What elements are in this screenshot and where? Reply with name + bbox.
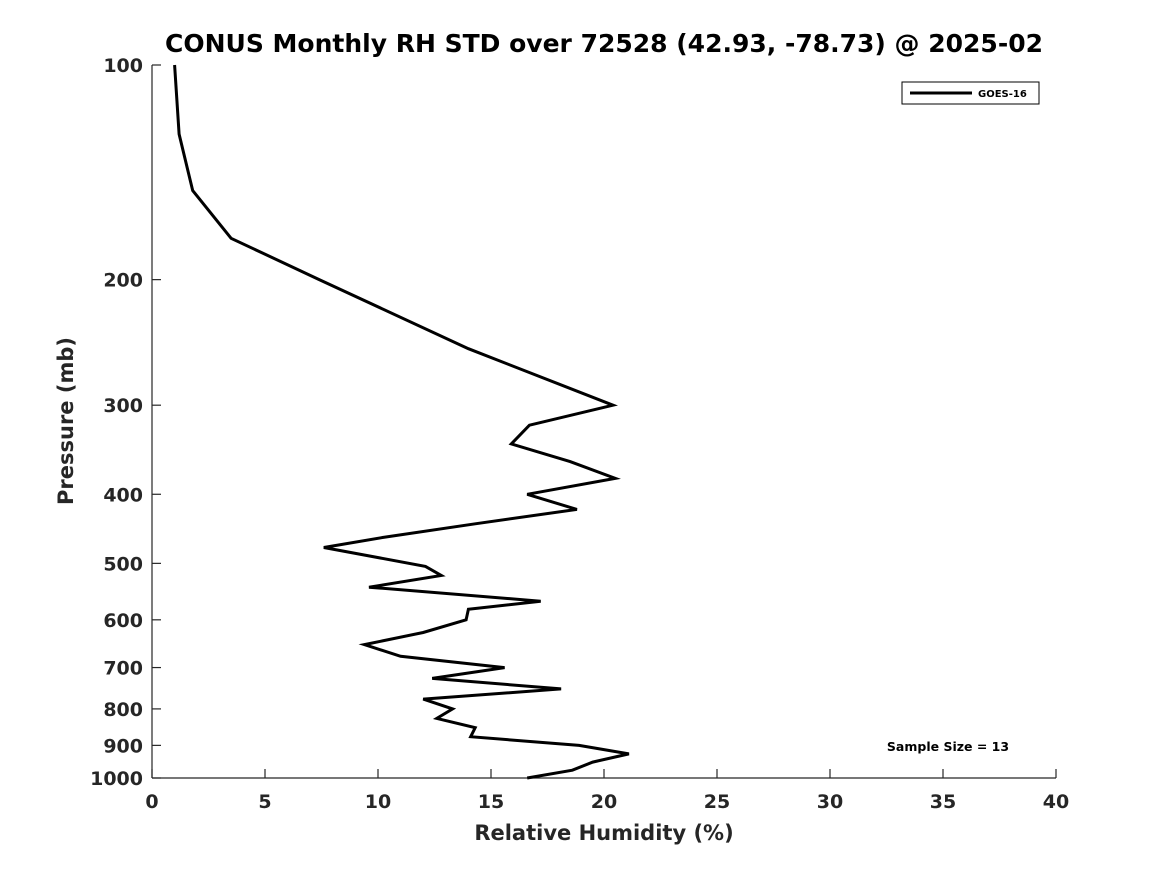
sample-size-annotation: Sample Size = 13 xyxy=(887,739,1009,754)
y-axis-ticks: 100 200 300 400 500 600 700 800 900 1000 xyxy=(90,55,161,790)
x-tick-label: 40 xyxy=(1043,791,1069,813)
x-tick-label: 25 xyxy=(704,791,730,813)
legend: GOES-16 xyxy=(901,81,1040,105)
x-axis-label: Relative Humidity (%) xyxy=(474,821,733,845)
x-axis-ticks: 0 5 10 15 20 25 30 35 40 xyxy=(145,769,1069,813)
x-tick-label: 20 xyxy=(591,791,617,813)
x-tick-label: 35 xyxy=(930,791,956,813)
x-tick-label: 30 xyxy=(817,791,843,813)
y-tick-label: 300 xyxy=(103,395,143,417)
y-axis-label: Pressure (mb) xyxy=(54,337,78,505)
x-tick-label: 5 xyxy=(258,791,271,813)
x-tick-label: 10 xyxy=(365,791,391,813)
y-tick-label: 100 xyxy=(103,55,143,77)
x-tick-label: 0 xyxy=(145,791,158,813)
y-tick-label: 200 xyxy=(103,270,143,292)
x-tick-label: 15 xyxy=(478,791,504,813)
y-tick-label: 600 xyxy=(103,610,143,632)
y-tick-label: 1000 xyxy=(90,768,143,790)
y-tick-label: 400 xyxy=(103,484,143,506)
y-tick-label: 900 xyxy=(103,735,143,757)
y-tick-label: 800 xyxy=(103,699,143,721)
chart-title: CONUS Monthly RH STD over 72528 (42.93, … xyxy=(165,29,1043,58)
legend-label-goes-16: GOES-16 xyxy=(978,89,1027,100)
y-tick-label: 500 xyxy=(103,553,143,575)
series-line-goes-16 xyxy=(173,64,630,780)
y-tick-label: 700 xyxy=(103,658,143,680)
